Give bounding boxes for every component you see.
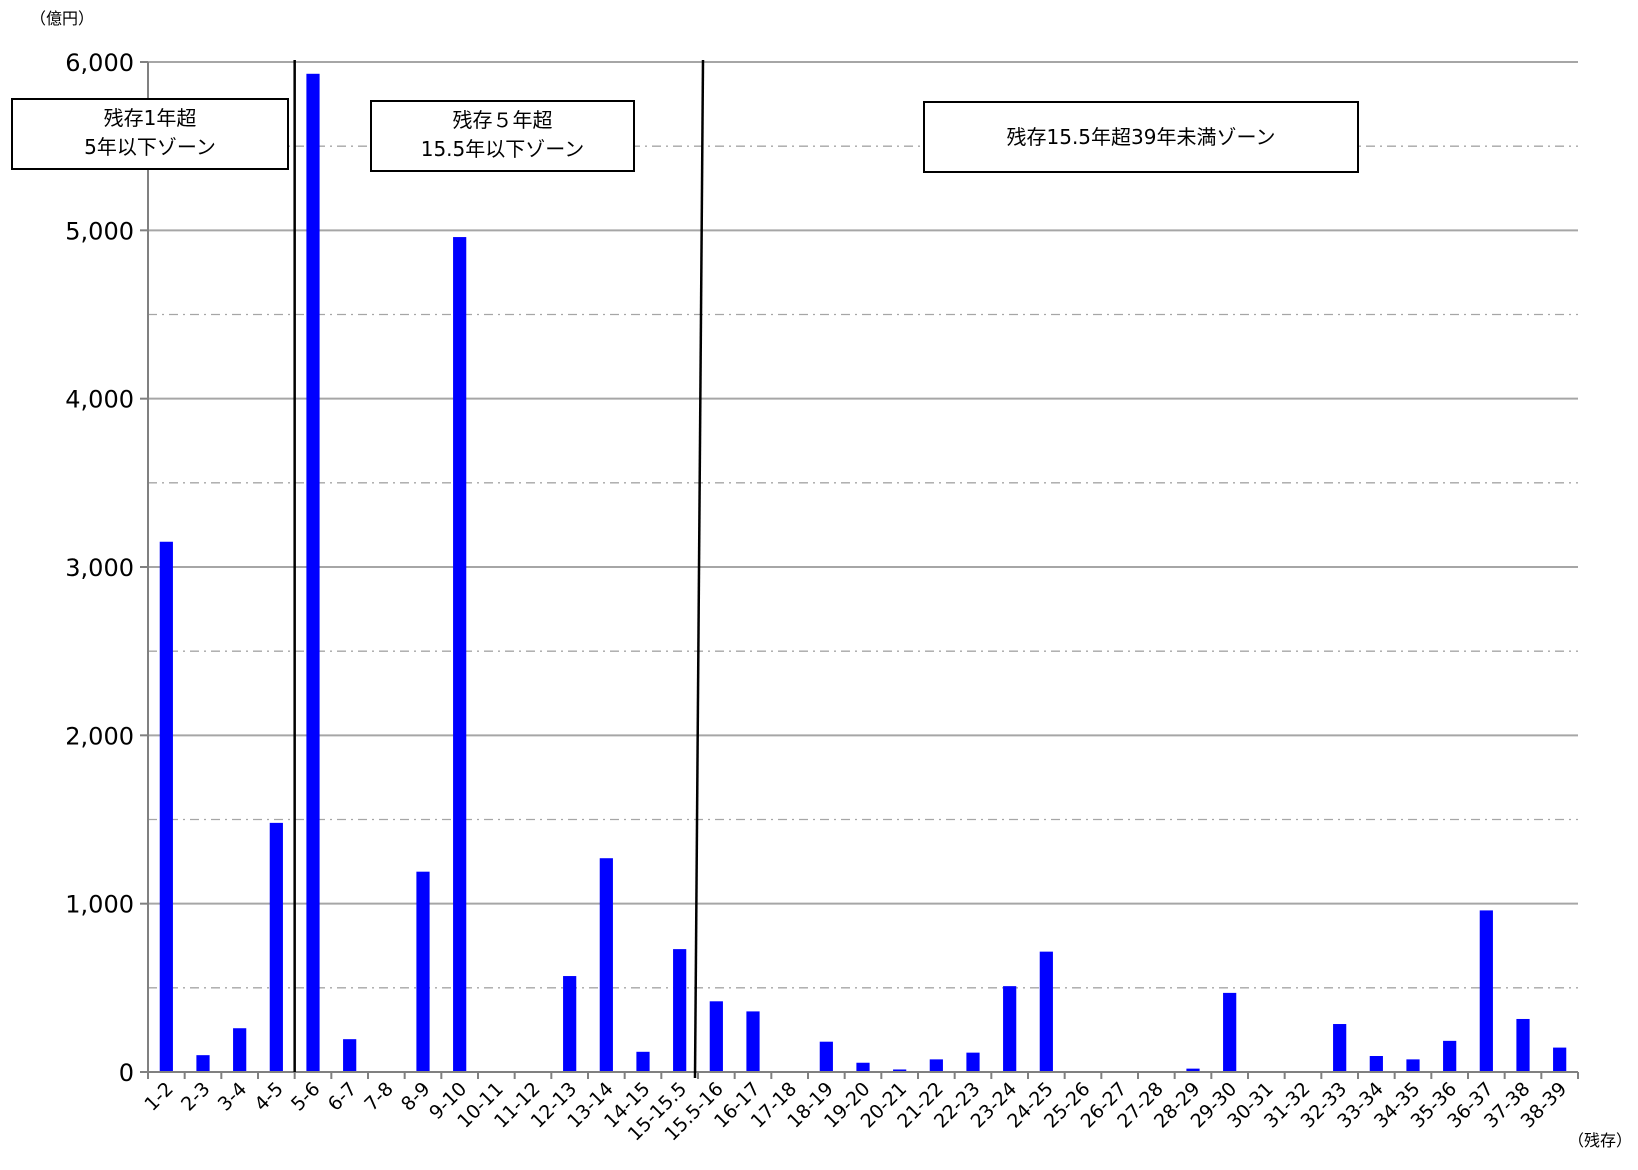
x-tick-label: 6-7 — [324, 1078, 362, 1116]
bar-2-3 — [196, 1055, 210, 1072]
x-tick-label: 2-3 — [177, 1078, 215, 1116]
zone-box-1 — [11, 98, 289, 170]
x-tick-label: 5-6 — [287, 1078, 325, 1116]
zone-divider-15_5y — [693, 59, 705, 1079]
bars — [159, 73, 1567, 1073]
bar-12-13 — [563, 976, 577, 1072]
zone-annotations: 残存1年超 5年以下ゾーン 残存５年超 15.5年以下ゾーン 残存15.5年超39年未満… — [11, 98, 1359, 173]
bar-6-7 — [343, 1039, 357, 1072]
bar-37-38 — [1516, 1018, 1530, 1072]
bar-29-30 — [1223, 992, 1237, 1072]
bar-35-36 — [1443, 1040, 1457, 1072]
bar-32-33 — [1333, 1024, 1347, 1072]
bar-38-39 — [1553, 1047, 1567, 1072]
zone-box-3 — [923, 101, 1359, 173]
bar-24-25 — [1039, 951, 1053, 1072]
zone-box-2 — [370, 100, 635, 172]
y-tick-label: 1,000 — [65, 891, 134, 919]
zone-label-3: 残存15.5年超39年未満ゾーン — [1007, 125, 1276, 149]
bar-20-21 — [893, 1069, 907, 1072]
y-tick-label: 2,000 — [65, 722, 134, 750]
bar-15-15.5 — [673, 949, 687, 1072]
bar-33-34 — [1369, 1056, 1383, 1072]
bar-18-19 — [819, 1041, 833, 1072]
bar-28-29 — [1186, 1068, 1200, 1072]
zone-dividers — [293, 59, 705, 1079]
bar-23-24 — [1003, 986, 1017, 1072]
bar-21-22 — [929, 1059, 943, 1072]
zone-label-1-line-2: 5年以下ゾーン — [84, 135, 216, 159]
bar-22-23 — [966, 1052, 980, 1072]
bar-34-35 — [1406, 1059, 1420, 1072]
y-axis-unit-label: （億円） — [30, 9, 94, 28]
y-tick-label: 5,000 — [65, 217, 134, 245]
bar-4-5 — [269, 822, 283, 1072]
bar-8-9 — [416, 871, 430, 1072]
y-tick-label: 0 — [119, 1059, 134, 1087]
bar-14-15 — [636, 1051, 650, 1072]
bar-9-10 — [453, 237, 467, 1073]
zone-label-1-line-1: 残存1年超 — [104, 106, 197, 130]
bar-13-14 — [599, 858, 613, 1072]
x-tick-label: 7-8 — [360, 1078, 398, 1116]
bar-5-6 — [306, 73, 320, 1073]
bar-19-20 — [856, 1062, 870, 1072]
bar-36-37 — [1479, 910, 1493, 1072]
y-tick-label: 6,000 — [65, 49, 134, 77]
zone-label-2-line-2: 15.5年以下ゾーン — [421, 137, 585, 161]
bar-16-17 — [746, 1011, 760, 1072]
zone-label-2-line-1: 残存５年超 — [453, 108, 553, 132]
x-tick-label: 1-2 — [140, 1078, 178, 1116]
x-tick-labels: 1-2 2-3 3-4 4-5 5-6 6-7 7-8 8-99-1010-1111-1212… — [140, 1078, 1571, 1145]
bar-15.5-16 — [709, 1001, 723, 1072]
axes — [140, 61, 1579, 1079]
y-tick-label: 4,000 — [65, 386, 134, 414]
bar-3-4 — [233, 1028, 247, 1072]
bar-1-2 — [159, 541, 173, 1072]
x-tick-label: 3-4 — [214, 1078, 252, 1116]
x-axis-unit-label: （残存） — [1568, 1131, 1632, 1150]
y-tick-labels: 0 1,000 2,000 3,000 4,000 5,000 6,000 — [65, 49, 134, 1087]
x-tick-label: 4-5 — [250, 1078, 288, 1116]
y-tick-label: 3,000 — [65, 554, 134, 582]
grid-lines — [148, 61, 1578, 989]
